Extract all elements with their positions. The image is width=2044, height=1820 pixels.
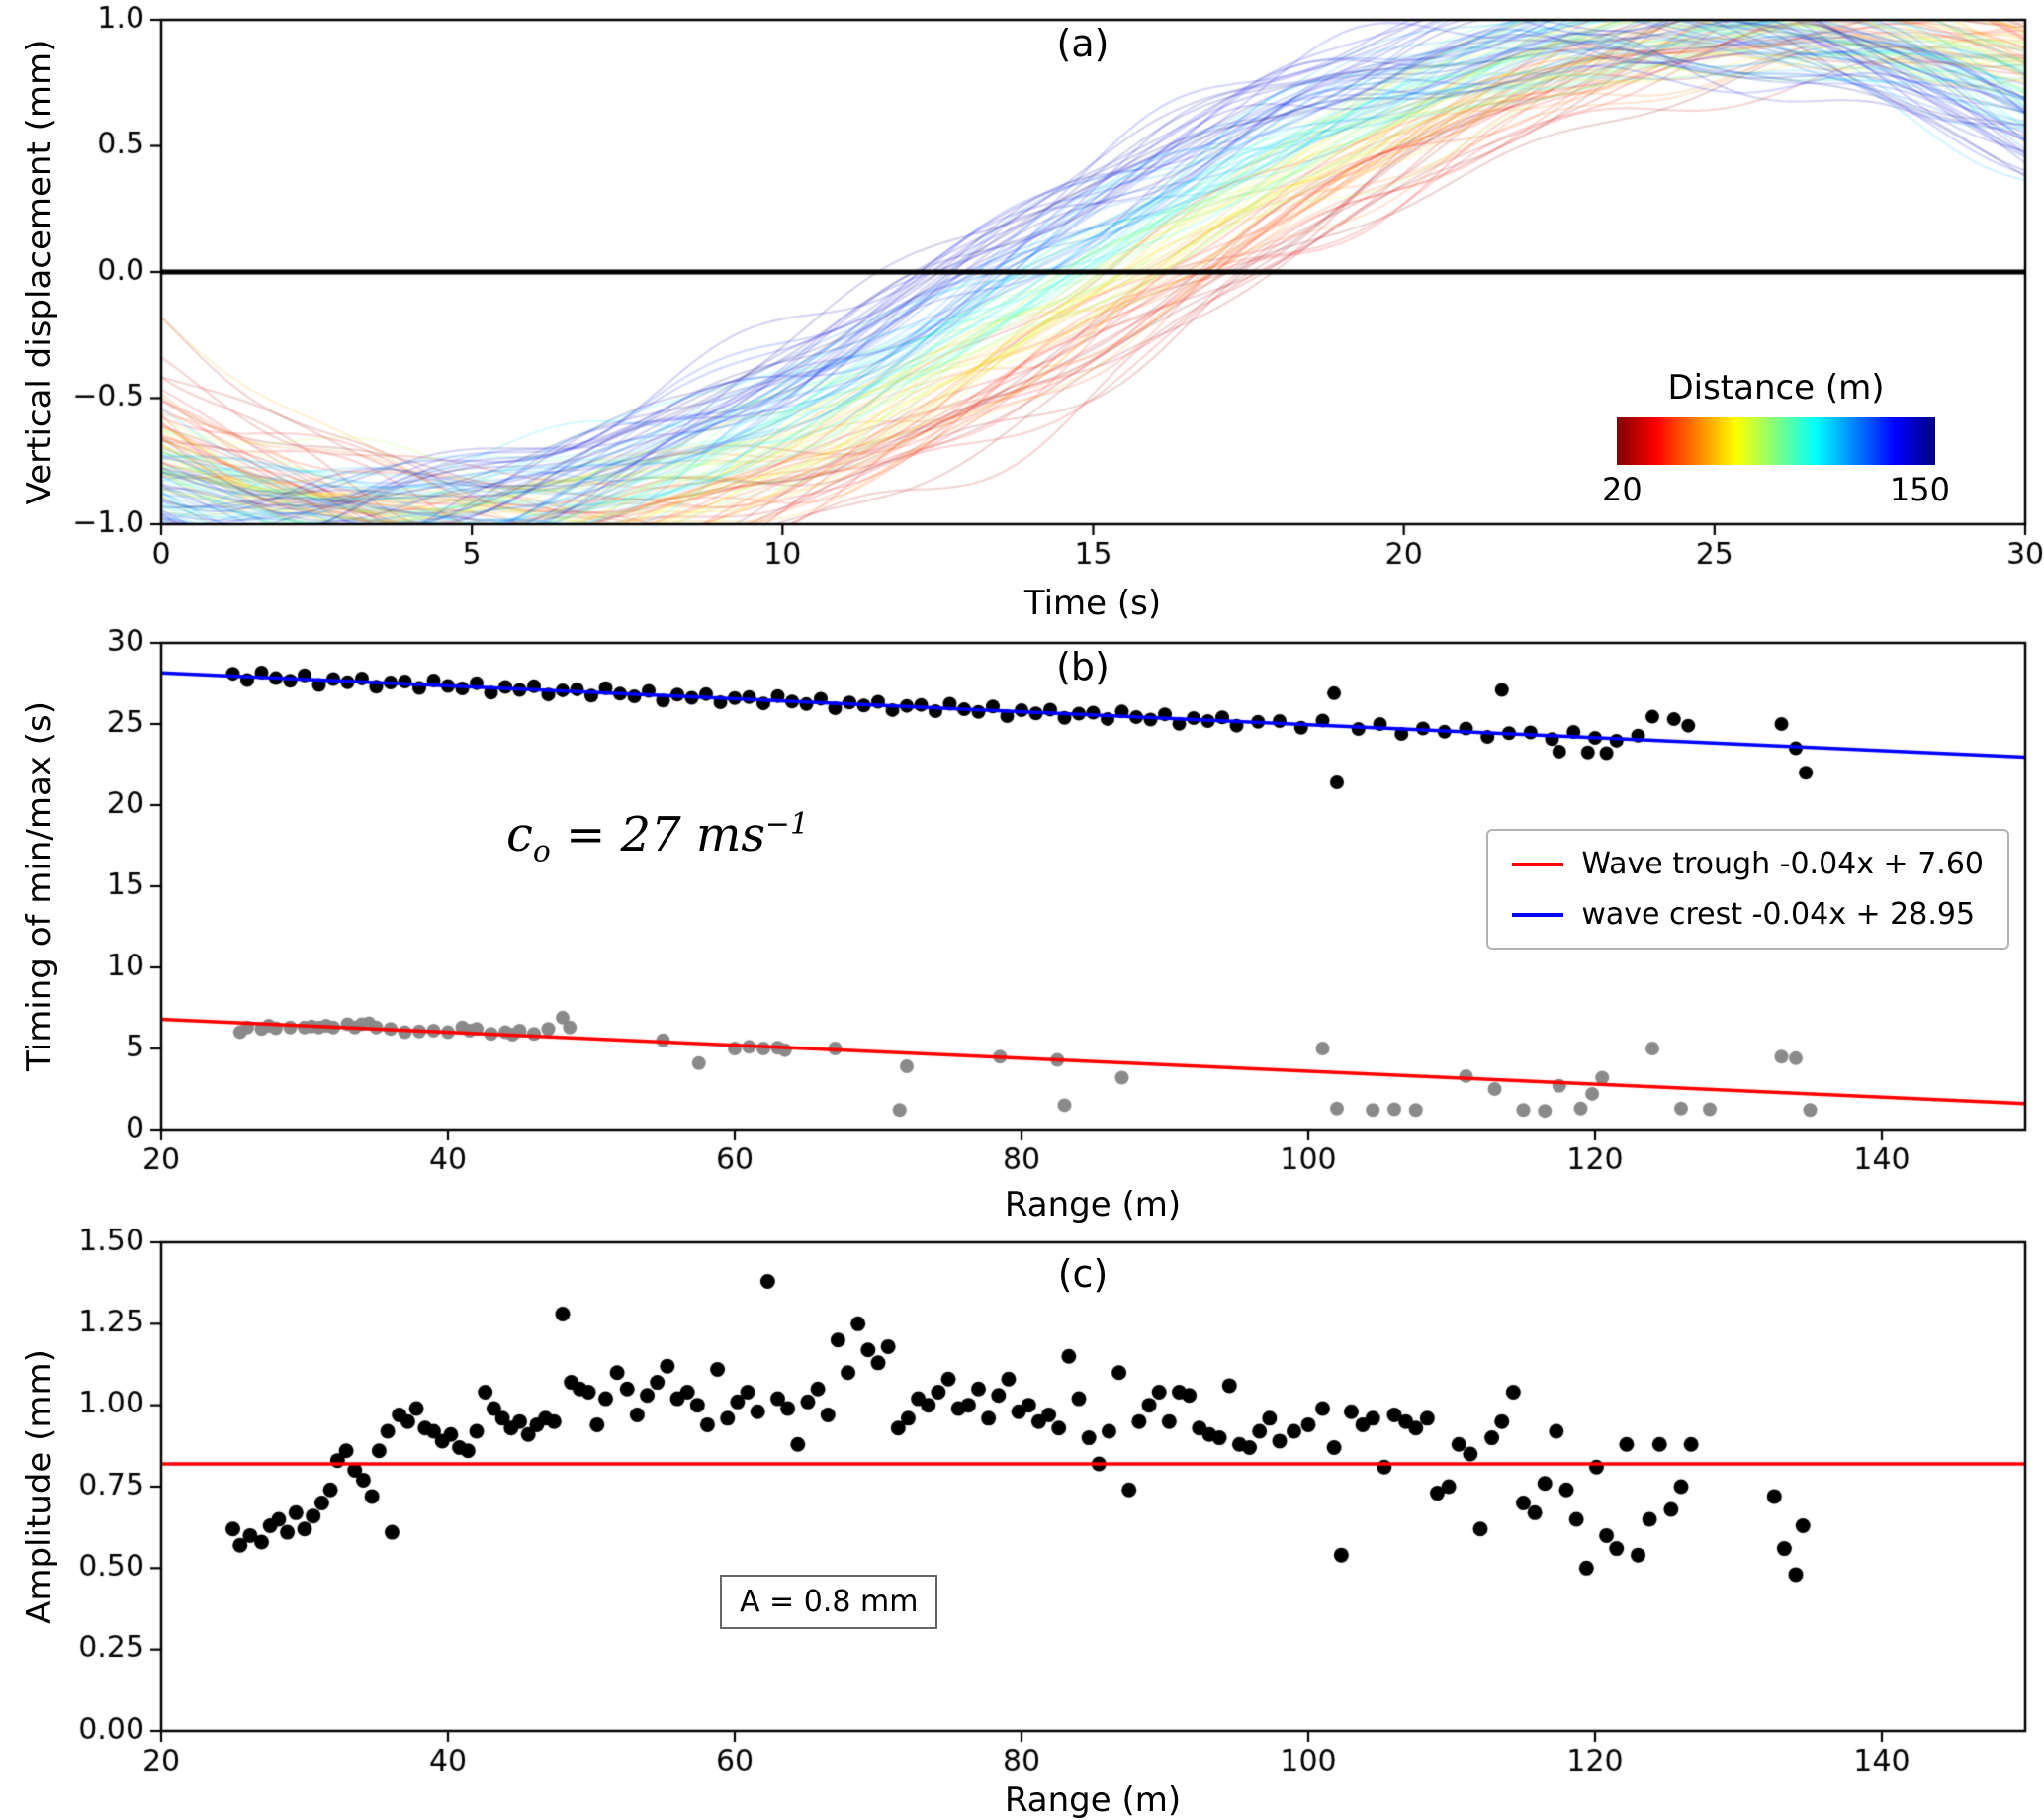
panel-a-label: (a): [1056, 22, 1110, 65]
legend-label-wave-trough: Wave trough -0.04x + 7.60: [1581, 847, 1984, 881]
annotation-unit: ms: [695, 807, 766, 863]
annotation-variable: c: [506, 807, 533, 863]
colorbar-title: Distance (m): [1667, 368, 1885, 408]
colorbar-ticks: 20 150: [1602, 471, 1950, 508]
panel-a-xlabel: Time (s): [1023, 584, 1162, 623]
annotation-value: = 27: [550, 807, 696, 863]
phase-speed-annotation: co = 27 ms−1: [506, 807, 809, 869]
legend-line-red: [1512, 862, 1564, 866]
panel-b-label: (b): [1056, 645, 1110, 688]
colorbar-gradient: [1617, 417, 1935, 465]
amplitude-annotation-box: A = 0.8 mm: [720, 1575, 938, 1629]
colorbar: Distance (m) 20 150: [1600, 368, 1952, 508]
legend-line-blue: [1512, 912, 1564, 917]
annotation-subscript: o: [532, 834, 551, 869]
panel-c-xlabel: Range (m): [1004, 1780, 1182, 1820]
panel-b-legend: Wave trough -0.04x + 7.60 wave crest -0.…: [1486, 829, 2009, 950]
colorbar-min-label: 20: [1602, 471, 1643, 508]
panel-c-label: (c): [1057, 1252, 1109, 1296]
legend-label-wave-crest: wave crest -0.04x + 28.95: [1581, 897, 1976, 932]
colorbar-max-label: 150: [1889, 471, 1950, 508]
panel-c-ylabel: Amplitude (mm): [20, 1349, 59, 1624]
legend-item-wave-crest: wave crest -0.04x + 28.95: [1512, 897, 1984, 932]
legend-item-wave-trough: Wave trough -0.04x + 7.60: [1512, 847, 1984, 881]
panel-b-ylabel: Timing of min/max (s): [20, 701, 59, 1071]
panel-a-ylabel: Vertical displacement (mm): [20, 39, 59, 505]
annotation-exponent: −1: [765, 807, 809, 842]
panel-b-xlabel: Range (m): [1004, 1185, 1182, 1225]
